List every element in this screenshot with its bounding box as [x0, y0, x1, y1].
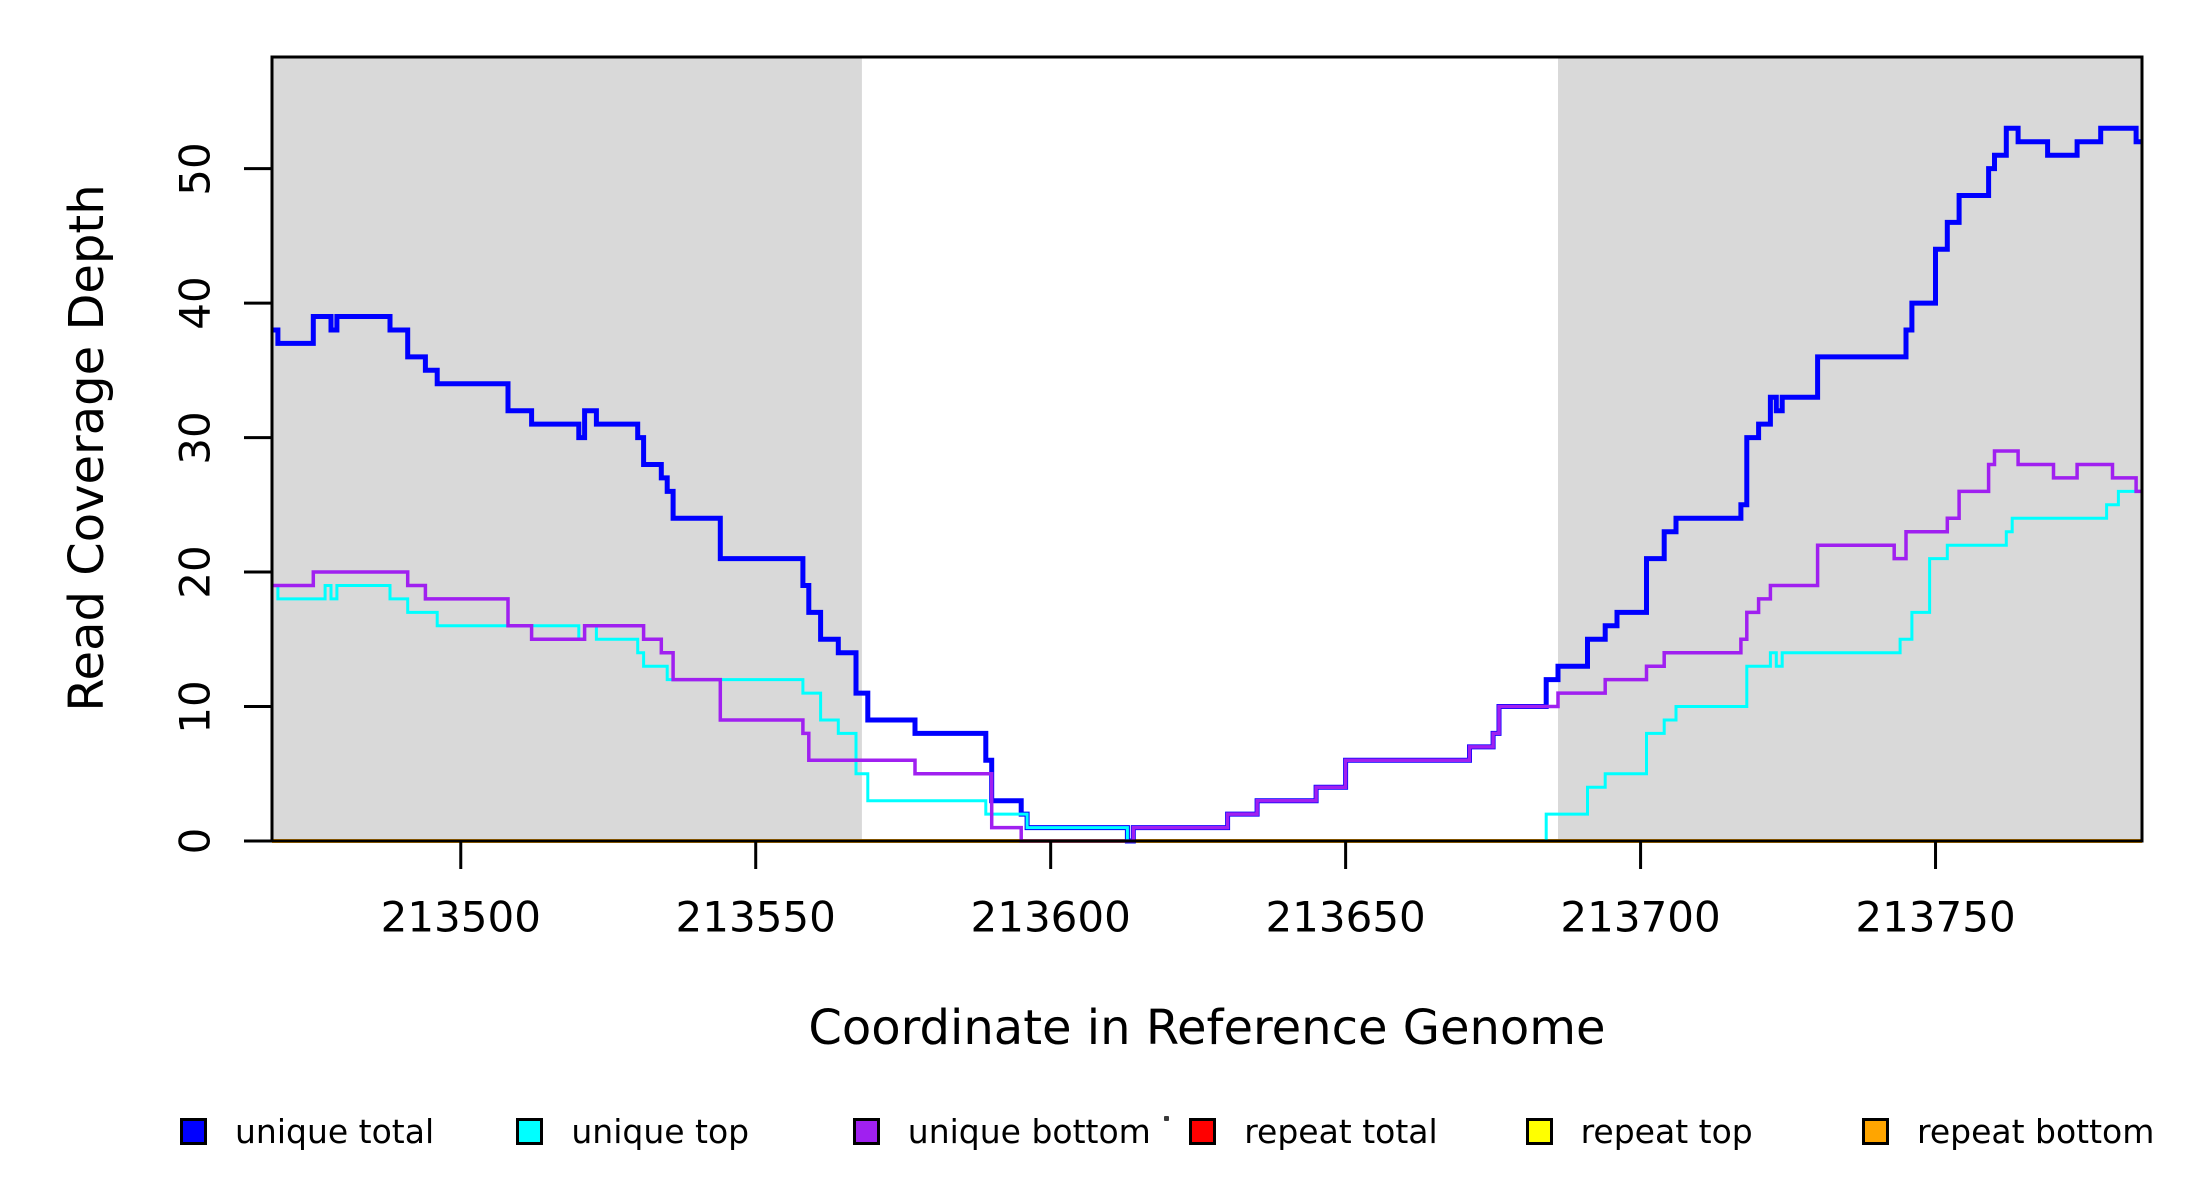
- legend-label: unique top: [571, 1112, 750, 1151]
- legend-item-repeat-bottom: repeat bottom: [1862, 1112, 2155, 1151]
- legend-item-repeat-total: repeat total: [1189, 1112, 1438, 1151]
- x-tick-label: 213700: [1560, 892, 1721, 942]
- y-tick-label: 40: [170, 276, 220, 330]
- legend-label: repeat bottom: [1917, 1112, 2155, 1151]
- legend-item-repeat-top: repeat top: [1525, 1112, 1753, 1151]
- x-tick-label: 213750: [1855, 892, 2016, 942]
- y-tick-label: 10: [170, 679, 220, 734]
- legend-swatch-icon: [180, 1118, 207, 1145]
- x-tick-label: 213550: [675, 892, 836, 942]
- series-line-unique-bottom: [272, 449, 2142, 843]
- legend-swatch-icon: [516, 1118, 544, 1145]
- legend-swatch-icon: [1862, 1118, 1889, 1145]
- legend-label: repeat total: [1244, 1112, 1438, 1151]
- legend-swatch-icon: [852, 1118, 880, 1145]
- x-tick-label: 213650: [1265, 892, 1426, 942]
- x-tick-label: 213500: [380, 892, 541, 942]
- y-tick-label: 30: [170, 410, 220, 465]
- legend-label: unique bottom: [907, 1112, 1151, 1151]
- legend-item-unique-total: unique total: [180, 1112, 435, 1151]
- legend-item-unique-bottom: unique bottom: [852, 1112, 1151, 1151]
- y-axis-title: Read Coverage Depth: [59, 184, 115, 712]
- legend-swatch-icon: [1525, 1118, 1553, 1145]
- legend-swatch-icon: [1189, 1118, 1217, 1145]
- x-axis-title: Coordinate in Reference Genome: [808, 1000, 1606, 1056]
- legend-label: repeat top: [1580, 1112, 1753, 1151]
- y-tick-label: 0: [170, 827, 220, 855]
- shaded-region-1: [1557, 57, 2142, 841]
- legend-label: unique total: [235, 1112, 435, 1151]
- y-tick-label: 20: [170, 545, 220, 599]
- legend-item-unique-top: unique top: [516, 1112, 750, 1151]
- artifact-dot: [1164, 1116, 1169, 1121]
- series-line-unique-top: [272, 489, 2142, 843]
- y-tick-label: 50: [170, 141, 220, 196]
- shaded-region-0: [272, 57, 862, 841]
- plot-border: [270, 55, 2144, 843]
- x-tick-label: 213600: [970, 892, 1131, 942]
